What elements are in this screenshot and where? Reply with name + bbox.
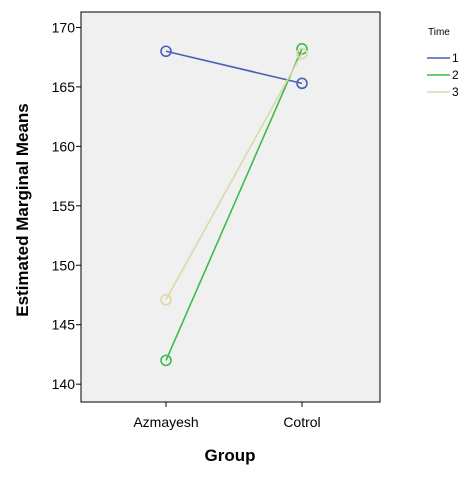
series-layer — [160, 43, 308, 367]
y-tick-label: 170 — [52, 19, 76, 35]
legend-label-2: 2 — [452, 68, 459, 82]
x-axis: Azmayesh Cotrol — [133, 402, 321, 430]
series-line-3 — [165, 53, 303, 301]
series-line-2 — [165, 48, 303, 361]
y-tick-label: 155 — [52, 198, 76, 214]
series-line-1 — [165, 50, 303, 85]
series-point-3 — [160, 293, 172, 306]
legend-label-1: 1 — [452, 51, 459, 65]
y-tick-label: 165 — [52, 79, 76, 95]
series-point-3 — [296, 47, 308, 60]
y-axis: 140 145 150 155 160 165 170 — [52, 19, 81, 392]
legend: Time 1 2 3 — [427, 27, 459, 99]
x-tick-label: Azmayesh — [133, 414, 198, 430]
y-tick-label: 145 — [52, 317, 76, 333]
y-tick-label: 140 — [52, 376, 76, 392]
y-tick-label: 160 — [52, 138, 76, 154]
legend-title: Time — [428, 27, 450, 38]
x-tick-label: Cotrol — [283, 414, 320, 430]
series-point-1 — [160, 45, 172, 58]
y-axis-title: Estimated Marginal Means — [13, 103, 32, 317]
y-tick-label: 150 — [52, 257, 76, 273]
plot-area — [80, 11, 381, 403]
series-point-2 — [160, 354, 172, 367]
legend-label-3: 3 — [452, 85, 459, 99]
x-axis-title: Group — [205, 446, 256, 465]
series-point-1 — [296, 77, 308, 90]
